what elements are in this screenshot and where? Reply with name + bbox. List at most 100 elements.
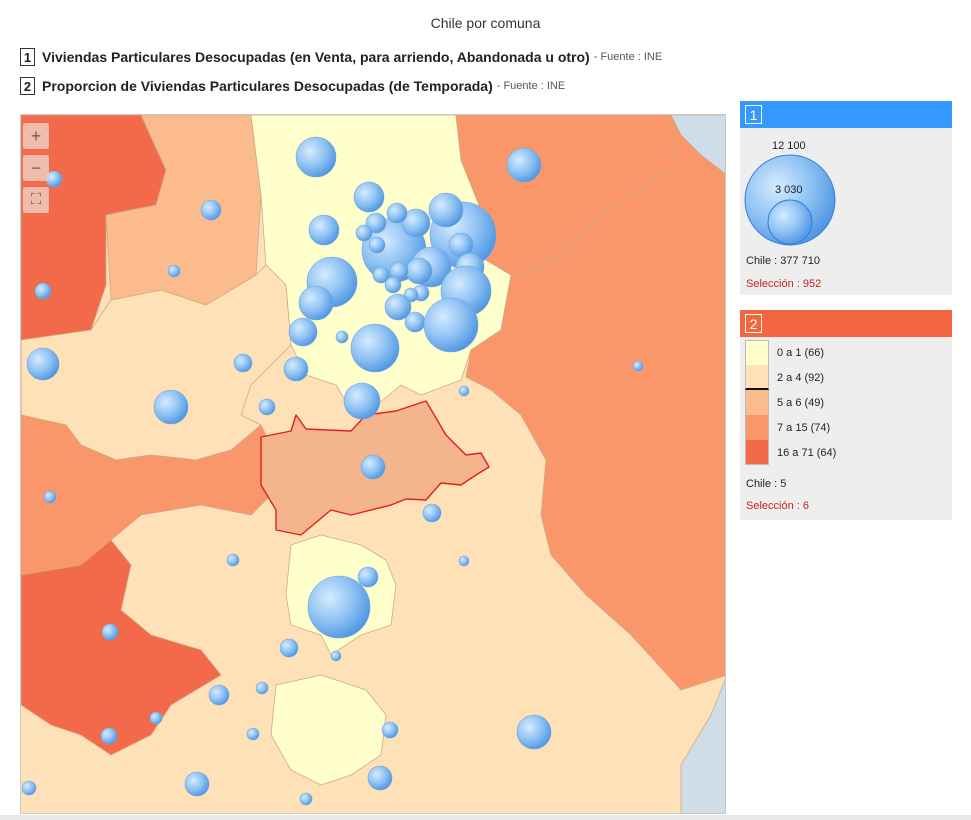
indicator-name: Proporcion de Viviendas Particulares Des… bbox=[42, 78, 493, 94]
bubble[interactable] bbox=[367, 765, 393, 791]
legend-number: 2 bbox=[745, 314, 762, 333]
bubble[interactable] bbox=[200, 199, 222, 221]
bubble[interactable] bbox=[428, 192, 464, 228]
bubble[interactable] bbox=[295, 136, 337, 178]
zoom-out-button[interactable]: − bbox=[23, 155, 49, 181]
legend-swatch bbox=[745, 365, 769, 390]
legend-selection: Selección : 952 bbox=[746, 278, 822, 290]
region-coastal-south[interactable] bbox=[21, 539, 222, 756]
bottom-bar bbox=[0, 815, 971, 820]
bubble[interactable] bbox=[34, 282, 52, 300]
bubble[interactable] bbox=[632, 360, 644, 372]
bubble[interactable] bbox=[100, 727, 118, 745]
map-view[interactable]: + − ⛶ bbox=[20, 114, 726, 814]
indicator-number: 1 bbox=[20, 48, 35, 66]
region-southeast-sea bbox=[680, 678, 725, 813]
bubble[interactable] bbox=[355, 224, 373, 242]
legend-swatch bbox=[745, 440, 769, 465]
legend-swatch bbox=[745, 390, 769, 415]
bubble[interactable] bbox=[360, 454, 386, 480]
legend-class-row[interactable]: 7 a 15 (74) bbox=[745, 415, 830, 440]
legend-header: 1 bbox=[740, 101, 952, 128]
bubble[interactable] bbox=[386, 202, 408, 224]
bubble[interactable] bbox=[233, 353, 253, 373]
bubble[interactable] bbox=[246, 727, 260, 741]
legend-total: Chile : 377 710 bbox=[746, 255, 820, 267]
bubble-min-label: 3 030 bbox=[775, 184, 803, 196]
bubble-size-legend bbox=[744, 154, 836, 246]
bubble[interactable] bbox=[167, 264, 181, 278]
legend-class-label: 5 a 6 (49) bbox=[777, 396, 825, 409]
bubble[interactable] bbox=[308, 214, 340, 246]
bubble[interactable] bbox=[381, 721, 399, 739]
fullscreen-icon[interactable]: ⛶ bbox=[23, 187, 49, 213]
bubble[interactable] bbox=[422, 503, 442, 523]
bubble[interactable] bbox=[343, 382, 381, 420]
bubble[interactable] bbox=[372, 266, 390, 284]
legend-class-row[interactable]: 16 a 71 (64) bbox=[745, 440, 836, 465]
bubble[interactable] bbox=[299, 792, 313, 806]
indicator-number: 2 bbox=[20, 77, 35, 95]
bubble[interactable] bbox=[279, 638, 299, 658]
bubble[interactable] bbox=[384, 276, 402, 294]
legend-selection: Selección : 6 bbox=[746, 500, 809, 512]
bubble[interactable] bbox=[365, 212, 387, 234]
indicator-source: - Fuente : INE bbox=[593, 51, 663, 63]
bubble[interactable] bbox=[184, 771, 210, 797]
bubble[interactable] bbox=[226, 553, 240, 567]
legend-class-row[interactable]: 5 a 6 (49) bbox=[745, 390, 824, 415]
legend-class-label: 0 a 1 (66) bbox=[777, 346, 825, 359]
bubble[interactable] bbox=[405, 257, 433, 285]
bubble[interactable] bbox=[516, 714, 552, 750]
bubble[interactable] bbox=[458, 385, 470, 397]
bubble[interactable] bbox=[423, 297, 479, 353]
bubble[interactable] bbox=[283, 356, 309, 382]
indicator-source: - Fuente : INE bbox=[496, 80, 566, 92]
bubble-min-symbol bbox=[767, 199, 813, 245]
zoom-in-button[interactable]: + bbox=[23, 123, 49, 149]
bubble[interactable] bbox=[255, 681, 269, 695]
bubble[interactable] bbox=[258, 398, 276, 416]
bubble-max-label: 12 100 bbox=[772, 140, 806, 152]
bubble[interactable] bbox=[307, 575, 371, 639]
legend-number: 1 bbox=[745, 105, 762, 124]
bubble[interactable] bbox=[208, 684, 230, 706]
bubble[interactable] bbox=[330, 650, 342, 662]
bubble[interactable] bbox=[153, 389, 189, 425]
bubble[interactable] bbox=[335, 330, 349, 344]
bubble[interactable] bbox=[26, 347, 60, 381]
legend-swatch bbox=[745, 415, 769, 440]
indicator-name: Viviendas Particulares Desocupadas (en V… bbox=[42, 49, 590, 65]
map-canvas[interactable] bbox=[21, 115, 726, 814]
bubble[interactable] bbox=[43, 490, 57, 504]
legend-total: Chile : 5 bbox=[746, 478, 787, 490]
bubble[interactable] bbox=[288, 317, 318, 347]
legend-class-row[interactable]: 2 a 4 (92) bbox=[745, 365, 824, 390]
bubble[interactable] bbox=[353, 181, 385, 213]
legend-class-row[interactable]: 0 a 1 (66) bbox=[745, 340, 824, 365]
legend-swatch bbox=[745, 340, 769, 365]
bubble[interactable] bbox=[101, 623, 119, 641]
legend-bubbles: 1 12 100 3 030 Chile : 377 710 Selección… bbox=[740, 101, 952, 295]
bubble[interactable] bbox=[21, 780, 37, 796]
bubble[interactable] bbox=[458, 555, 470, 567]
region-northeast-sea bbox=[670, 115, 725, 174]
bubble[interactable] bbox=[384, 293, 412, 321]
bubble[interactable] bbox=[404, 311, 426, 333]
bubble[interactable] bbox=[149, 711, 163, 725]
bubble[interactable] bbox=[506, 147, 542, 183]
legend-header: 2 bbox=[740, 310, 952, 337]
region-east[interactable] bbox=[465, 115, 726, 691]
bubble[interactable] bbox=[350, 323, 400, 373]
bubble[interactable] bbox=[401, 208, 431, 238]
indicator-1[interactable]: 1 Viviendas Particulares Desocupadas (en… bbox=[20, 46, 662, 68]
legend-class-label: 7 a 15 (74) bbox=[777, 421, 831, 434]
bubble[interactable] bbox=[357, 566, 379, 588]
indicator-2[interactable]: 2 Proporcion de Viviendas Particulares D… bbox=[20, 75, 565, 97]
region-south[interactable] bbox=[270, 674, 387, 786]
bubble[interactable] bbox=[298, 285, 334, 321]
legend-class-label: 16 a 71 (64) bbox=[777, 446, 837, 459]
bubbles bbox=[21, 136, 644, 806]
bubble[interactable] bbox=[368, 236, 386, 254]
page-title: Chile por comuna bbox=[430, 15, 541, 31]
